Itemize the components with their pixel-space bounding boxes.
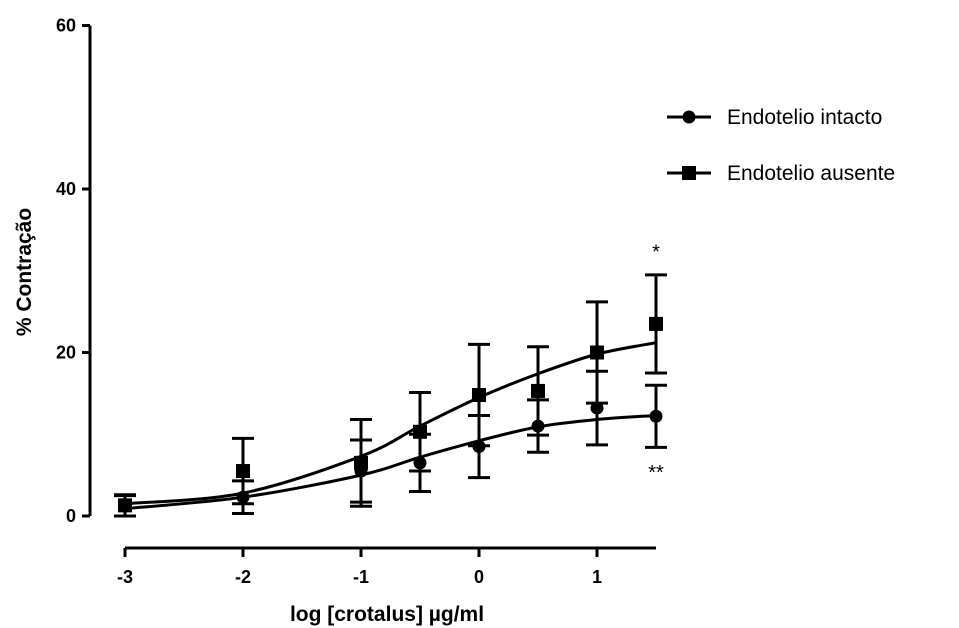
y-tick-label: 0 <box>66 506 76 526</box>
fit-curve-circle <box>124 413 657 511</box>
x-tick-label: 1 <box>592 567 602 587</box>
x-axis-title: log [crotalus] µg/ml <box>290 603 484 626</box>
legend-marker-circle <box>682 110 696 124</box>
data-point-square <box>354 455 368 470</box>
significance-marker: * <box>652 241 660 263</box>
x-tick-label: -1 <box>353 567 369 587</box>
x-tick-label: -3 <box>117 567 133 587</box>
data-point-circle <box>590 401 604 415</box>
x-tick-label: 0 <box>474 567 484 587</box>
legend: Endotelio intacto Endotelio ausente <box>667 106 895 185</box>
y-tick-label: 60 <box>56 16 76 36</box>
legend-label: Endotelio intacto <box>727 106 882 129</box>
legend-marker-square <box>682 166 696 180</box>
legend-label: Endotelio ausente <box>727 162 895 185</box>
data-point-square <box>649 316 663 331</box>
significance-marker: ** <box>648 462 664 484</box>
x-tick-label: -2 <box>235 567 251 587</box>
y-axis-title: % Contração <box>13 208 36 336</box>
fit-curve-square <box>124 341 657 506</box>
data-point-square <box>472 388 486 403</box>
data-point-square <box>413 424 427 439</box>
data-point-square <box>118 498 132 513</box>
data-point-circle <box>649 409 663 423</box>
data-point-square <box>236 464 250 479</box>
data-point-square <box>590 345 604 360</box>
y-tick-label: 40 <box>56 179 76 199</box>
y-tick-label: 20 <box>56 343 76 363</box>
data-point-square <box>531 383 545 398</box>
